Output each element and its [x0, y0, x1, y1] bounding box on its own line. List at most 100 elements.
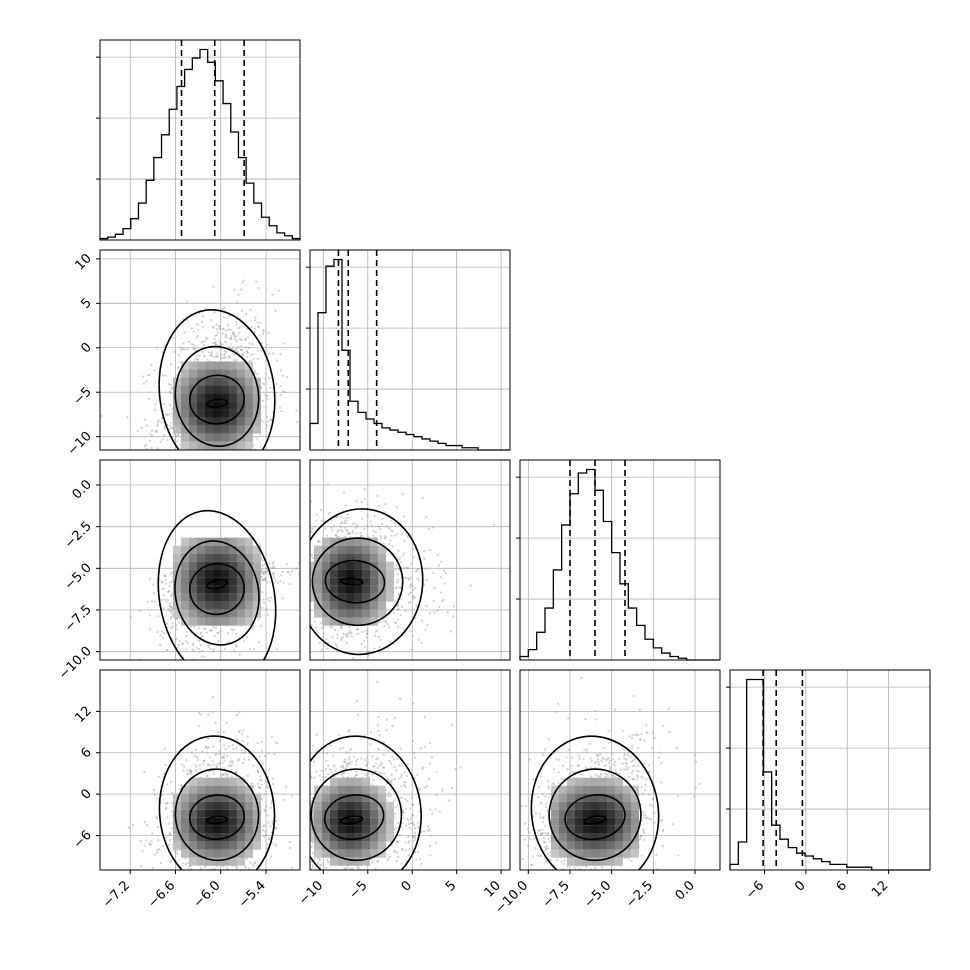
density-cell [314, 609, 322, 618]
sample-point [260, 749, 263, 752]
sample-point [424, 628, 427, 631]
sample-point [162, 594, 165, 597]
sample-point [344, 633, 347, 636]
sample-point [323, 644, 326, 648]
density-cell [346, 617, 354, 626]
sample-point [379, 621, 382, 624]
density-cell [338, 545, 346, 554]
sample-point [205, 336, 208, 339]
sample-point [267, 843, 270, 846]
sample-point [166, 783, 169, 786]
sample-point [169, 861, 172, 864]
density-cell [228, 833, 237, 842]
density-cell [338, 537, 346, 546]
sample-point [380, 523, 384, 526]
density-cell [188, 425, 197, 434]
density-cell [212, 417, 221, 426]
density-cell [236, 425, 245, 434]
sample-point [238, 451, 240, 453]
sample-point [187, 457, 189, 459]
sample-point [192, 478, 194, 480]
sample-point [253, 369, 257, 372]
sample-point [408, 592, 412, 595]
sample-point [264, 570, 267, 573]
sample-point [416, 568, 420, 571]
density-cell [188, 553, 197, 562]
sample-point [258, 334, 261, 337]
sample-point [152, 788, 156, 792]
density-cell [188, 849, 197, 858]
density-cell [172, 817, 181, 826]
sample-point [376, 629, 379, 632]
density-cell [378, 553, 386, 562]
sample-point [164, 578, 167, 581]
sample-point [286, 376, 289, 379]
sample-point [201, 750, 204, 753]
sample-point [207, 713, 210, 716]
sample-point [337, 528, 340, 532]
density-cell [188, 585, 197, 594]
sample-point [354, 522, 357, 525]
sample-point [168, 838, 172, 842]
density-cell [180, 825, 189, 834]
density-cell [244, 825, 253, 834]
sample-point [385, 525, 388, 528]
sample-point [183, 765, 186, 768]
sample-point [444, 571, 447, 575]
sample-point [265, 406, 268, 409]
sample-point [267, 786, 270, 790]
sample-point [386, 623, 389, 626]
sample-point [261, 564, 265, 567]
sample-point [166, 816, 169, 819]
sample-point [203, 655, 206, 658]
sample-point [184, 863, 188, 866]
axes-frame [99, 39, 301, 241]
sample-point [227, 745, 230, 748]
sample-point [406, 566, 410, 570]
sample-point [214, 721, 217, 724]
sample-point [412, 595, 415, 598]
density-cell [236, 849, 245, 858]
sample-point [493, 523, 496, 526]
sample-point [170, 427, 174, 430]
sample-point [197, 455, 199, 457]
sample-point [170, 827, 173, 830]
sample-point [258, 779, 261, 782]
sample-point [204, 865, 207, 868]
density-cell [252, 833, 261, 842]
sample-point [236, 350, 239, 353]
axes-frame [99, 669, 301, 871]
sample-point [280, 547, 282, 549]
sample-point [265, 785, 268, 788]
sample-point [251, 343, 254, 346]
sample-point [319, 508, 323, 512]
sample-point [397, 568, 401, 571]
sample-point [415, 605, 418, 608]
sample-point [266, 614, 270, 617]
sample-point [211, 759, 214, 762]
sample-point [355, 532, 358, 535]
density-cell [244, 801, 253, 810]
sample-point [193, 754, 196, 758]
sample-point [223, 352, 226, 356]
sample-point [450, 630, 453, 633]
sample-point [194, 764, 197, 767]
sample-point [182, 672, 184, 674]
sample-point [230, 334, 233, 337]
sample-point [223, 767, 226, 770]
sample-point [146, 600, 149, 603]
sample-point [301, 556, 303, 558]
density-cell [204, 401, 213, 410]
sample-point [355, 500, 358, 503]
density-cell [204, 409, 213, 418]
sample-point [243, 452, 245, 454]
density-cell [204, 417, 213, 426]
sample-point [197, 711, 201, 714]
sample-point [163, 747, 166, 750]
density-cell [172, 417, 181, 426]
density-cell [220, 377, 229, 386]
density-cell [212, 793, 221, 802]
sample-point [432, 599, 435, 603]
sample-point [404, 841, 407, 844]
density-cell [172, 545, 181, 554]
